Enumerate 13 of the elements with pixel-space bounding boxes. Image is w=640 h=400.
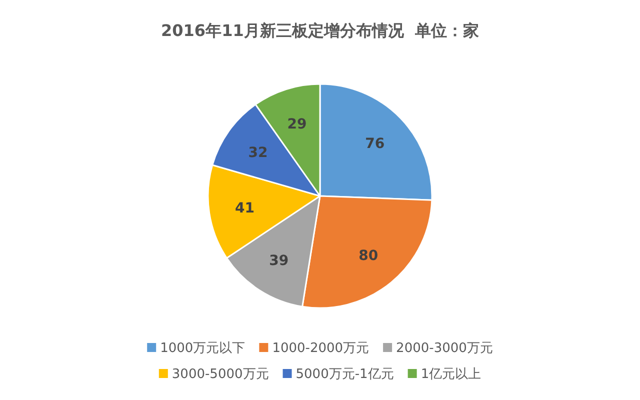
legend-label: 3000-5000万元 bbox=[172, 367, 269, 382]
data-label: 39 bbox=[269, 253, 289, 270]
legend-label: 5000万元-1亿元 bbox=[296, 367, 394, 382]
data-label: 80 bbox=[358, 248, 378, 264]
legend-label: 1000万元以下 bbox=[160, 341, 246, 356]
data-label: 32 bbox=[248, 144, 268, 161]
chart-title: 2016年11月新三板定增分布情况 单位：家 bbox=[161, 21, 479, 40]
data-label: 41 bbox=[234, 200, 254, 217]
data-label: 29 bbox=[287, 116, 307, 132]
legend-label: 1亿元以上 bbox=[420, 367, 482, 382]
legend-label: 2000-3000万元 bbox=[396, 341, 493, 356]
legend-label: 1000-2000万元 bbox=[272, 341, 370, 356]
data-label: 76 bbox=[365, 136, 385, 152]
